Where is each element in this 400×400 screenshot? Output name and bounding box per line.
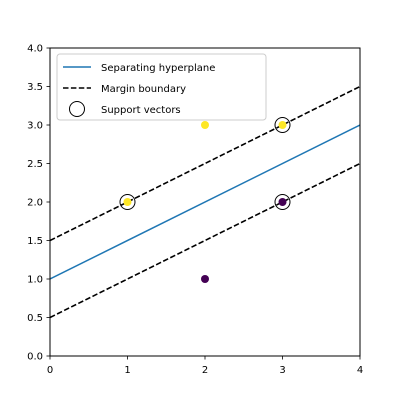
y-tick-label-7: 3.5 — [27, 82, 43, 93]
legend-label-1: Margin boundary — [101, 84, 186, 95]
support-vector-0 — [119, 194, 136, 210]
data-point-3 — [201, 275, 209, 283]
y-tick-label-2: 1.0 — [27, 275, 43, 286]
legend: Separating hyperplane Margin boundary Supp… — [56, 53, 267, 121]
hyperplane-line — [50, 124, 360, 280]
data-point-4 — [278, 198, 287, 206]
x-tick-label-2: 2 — [202, 365, 208, 376]
legend-label-0: Separating hyperplane — [101, 63, 215, 74]
y-tick-label-3: 1.5 — [27, 236, 43, 247]
legend-box — [56, 53, 267, 121]
y-tick-label-1: 0.5 — [27, 313, 43, 324]
y-tick-label-6: 3.0 — [27, 121, 43, 132]
support-vector-1 — [274, 117, 291, 133]
y-tick-label-8: 4.0 — [27, 44, 43, 55]
y-tick-label-0: 0.0 — [27, 352, 43, 363]
margin-line-1 — [50, 85, 360, 242]
x-tick-label-3: 3 — [279, 365, 285, 376]
margin-line-2 — [50, 162, 360, 319]
support-vector-2 — [274, 194, 291, 210]
x-tick-label-1: 1 — [124, 365, 130, 376]
data-point-0 — [123, 198, 132, 206]
legend-open-circle-icon — [69, 101, 85, 117]
y-tick-label-4: 2.0 — [27, 198, 43, 209]
x-tick-label-4: 4 — [357, 365, 363, 376]
y-tick-label-5: 2.5 — [27, 159, 43, 170]
x-tick-label-0: 0 — [47, 365, 53, 376]
data-point-1 — [201, 121, 209, 129]
data-point-2 — [278, 121, 287, 129]
legend-label-2: Support vectors — [101, 105, 181, 116]
